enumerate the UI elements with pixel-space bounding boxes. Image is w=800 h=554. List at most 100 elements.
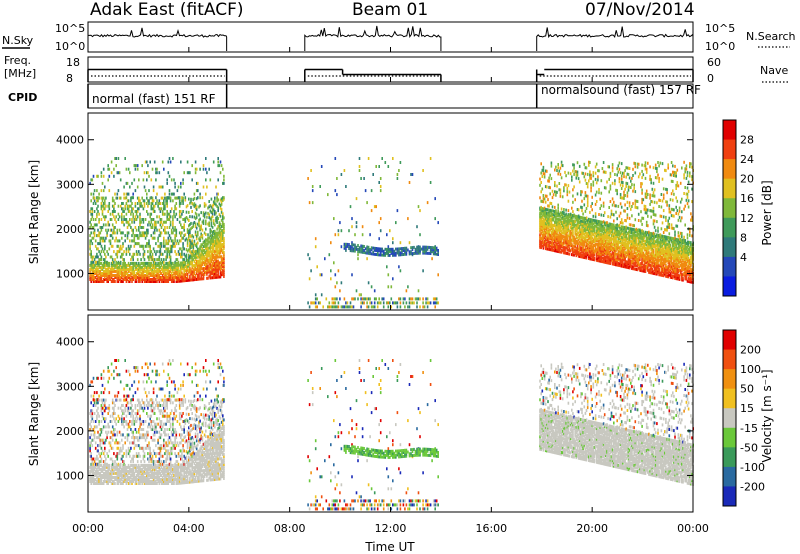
power-cell-64	[92, 265, 95, 269]
power-cell-3843	[591, 218, 593, 222]
power-cell-130	[97, 276, 99, 279]
power-cell-2083	[212, 219, 215, 223]
power-cell-807	[141, 278, 143, 281]
power-cell-4649	[631, 236, 633, 240]
power-cell-1920	[205, 192, 207, 196]
power-cell-3439	[571, 222, 573, 226]
power-cell-1178	[163, 204, 165, 208]
power-cell-293	[107, 269, 109, 273]
power-cell-404	[114, 157, 116, 160]
power-cell-2286	[222, 259, 224, 263]
power-cell-743	[136, 236, 139, 240]
power-cell-2994	[547, 220, 549, 224]
power-cell-1434	[177, 242, 180, 246]
power-cell-2761	[423, 249, 426, 253]
power-cell-2807	[435, 301, 438, 305]
power-cell-2968	[546, 227, 548, 231]
power-cell-1994	[209, 254, 212, 258]
power-cell-4867	[641, 163, 643, 167]
power-cell-422	[116, 274, 119, 277]
power-cell-4871	[642, 264, 645, 268]
power-cell-1766	[197, 255, 199, 259]
power-cell-3207	[558, 236, 561, 239]
power-cell-2736	[417, 251, 420, 255]
power-cell-271	[105, 223, 107, 227]
power-cell-3513	[575, 247, 578, 250]
power-cell-3500	[574, 230, 576, 234]
power-cell-2435	[348, 247, 350, 250]
power-cell-314	[108, 261, 111, 265]
power-cell-2337	[223, 174, 225, 178]
power-cell-4638	[631, 259, 633, 263]
power-cell-2262	[220, 249, 223, 253]
power-cell-1520	[183, 273, 185, 277]
power-cell-1944	[207, 276, 209, 280]
power-cell-2667	[399, 241, 402, 245]
power-cell-932	[148, 202, 150, 205]
power-cell-738	[136, 267, 139, 271]
power-cell-3107	[554, 247, 556, 251]
power-cell-2249	[219, 204, 222, 207]
power-cell-3717	[585, 228, 588, 231]
power-cell-2200	[218, 275, 221, 279]
power-cell-4644	[631, 247, 633, 251]
power-cell-2596	[382, 249, 385, 253]
power-cell-565	[125, 267, 128, 271]
power-cell-499	[121, 247, 123, 251]
power-cell-3303	[563, 215, 565, 219]
power-cell-1011	[152, 204, 155, 208]
power-cell-1882	[203, 267, 206, 270]
power-cell-1408	[176, 275, 179, 279]
power-cell-4485	[623, 196, 625, 200]
power-cell-3770	[588, 179, 590, 183]
power-cell-4759	[636, 254, 639, 257]
power-cell-2998	[547, 212, 549, 215]
power-cell-1927	[206, 268, 208, 272]
power-cell-1010	[152, 207, 155, 211]
power-cell-2914	[543, 241, 546, 245]
power-cell-612	[127, 192, 130, 196]
power-cell-4746	[635, 235, 638, 239]
power-cell-923	[148, 265, 150, 269]
power-cell-307	[108, 278, 111, 281]
power-cell-604	[127, 244, 130, 248]
power-cell-1875	[202, 211, 205, 215]
power-cell-4151	[607, 224, 609, 227]
power-cell-342	[110, 267, 113, 271]
power-cell-2301	[222, 217, 224, 221]
power-cell-2733	[417, 289, 420, 293]
power-cell-3524	[575, 216, 578, 220]
power-cell-160	[98, 231, 100, 235]
power-cell-2001	[209, 238, 212, 242]
power-cell-150	[98, 272, 100, 275]
power-cell-1113	[159, 250, 162, 254]
power-cell-2120	[215, 261, 217, 265]
power-cell-3141	[555, 228, 557, 231]
power-cell-1425	[177, 271, 180, 275]
power-cell-2677	[402, 297, 405, 301]
power-cell-2530	[369, 233, 371, 237]
power-cell-3285	[561, 164, 564, 168]
power-cell-889	[146, 228, 148, 232]
power-cell-869	[144, 261, 147, 265]
power-cell-1377	[174, 236, 176, 240]
power-cell-4902	[643, 243, 646, 246]
power-cell-980	[151, 267, 154, 271]
power-cell-1679	[192, 258, 195, 262]
power-cell-356	[111, 269, 114, 273]
power-cell-636	[130, 261, 132, 265]
power-cell-3945	[597, 223, 599, 227]
power-cell-1502	[182, 263, 184, 267]
power-cell-2839	[539, 196, 541, 200]
power-cell-1527	[183, 260, 185, 264]
power-cell-2289	[222, 249, 224, 252]
power-cell-3151	[555, 193, 557, 197]
power-cell-3759	[588, 237, 590, 241]
power-cell-3099	[552, 227, 555, 231]
power-cell-2943	[544, 232, 547, 236]
power-cell-1903	[205, 260, 207, 264]
power-cell-3077	[551, 232, 554, 236]
power-cell-2996	[547, 217, 549, 221]
power-cell-69	[92, 231, 95, 235]
power-cell-4619	[630, 252, 632, 256]
